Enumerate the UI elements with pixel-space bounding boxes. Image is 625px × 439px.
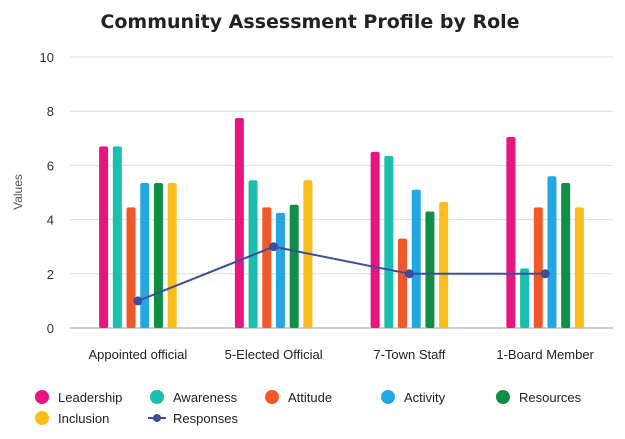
legend-item-leadership[interactable]: Leadership <box>35 390 122 405</box>
legend-item-inclusion[interactable]: Inclusion <box>35 411 109 426</box>
bar-resources <box>153 183 163 328</box>
responses-line-layer <box>133 242 550 306</box>
legend-label: Inclusion <box>58 411 109 426</box>
bar-leadership <box>370 151 380 328</box>
legend-item-activity[interactable]: Activity <box>381 390 446 405</box>
bar-resources <box>289 204 299 328</box>
legend-label: Attitude <box>288 390 332 405</box>
point-responses <box>133 296 143 306</box>
legend-marker <box>150 390 164 404</box>
legend-item-responses[interactable]: Responses <box>148 411 239 426</box>
legend-label: Leadership <box>58 390 122 405</box>
legend-label: Responses <box>173 411 239 426</box>
y-tick-label: 10 <box>40 50 54 65</box>
legend-label: Activity <box>404 390 446 405</box>
x-category-label: 5-Elected Official <box>225 347 323 362</box>
x-category-label: 7-Town Staff <box>373 347 445 362</box>
bar-activity <box>411 189 421 328</box>
legend-marker <box>35 411 49 425</box>
legend-item-awareness[interactable]: Awareness <box>150 390 238 405</box>
legend-marker <box>153 414 161 422</box>
bar-awareness <box>384 155 394 328</box>
bar-awareness <box>112 146 122 328</box>
legend-marker <box>265 390 279 404</box>
bar-inclusion <box>574 207 584 328</box>
legend-item-attitude[interactable]: Attitude <box>265 390 332 405</box>
legend-marker <box>496 390 510 404</box>
bar-inclusion <box>439 201 449 328</box>
legend-label: Resources <box>519 390 582 405</box>
y-tick-label: 6 <box>47 158 54 173</box>
bars <box>99 117 584 328</box>
legend: Leadership Awareness Attitude Activity Resou… <box>35 390 582 426</box>
point-responses <box>269 242 279 252</box>
bar-attitude <box>533 207 543 328</box>
bar-leadership <box>99 146 109 328</box>
x-category-label: 1-Board Member <box>496 347 594 362</box>
bar-resources <box>561 183 571 328</box>
bar-attitude <box>262 207 272 328</box>
y-tick-labels: 0 2 4 6 8 10 <box>40 50 54 336</box>
point-responses <box>404 269 414 279</box>
legend-marker <box>381 390 395 404</box>
bar-leadership <box>234 117 244 328</box>
bar-activity <box>140 183 150 328</box>
y-tick-label: 8 <box>47 104 54 119</box>
point-responses <box>540 269 550 279</box>
bar-inclusion <box>167 183 177 328</box>
line-responses <box>137 245 546 302</box>
bar-attitude <box>126 207 136 328</box>
bar-leadership <box>506 136 516 328</box>
gridlines <box>70 56 613 329</box>
legend-item-resources[interactable]: Resources <box>496 390 582 405</box>
bar-attitude <box>398 238 408 328</box>
x-category-label: Appointed official <box>88 347 187 362</box>
y-tick-label: 0 <box>47 321 54 336</box>
chart-title: Community Assessment Profile by Role <box>100 11 519 33</box>
bar-resources <box>425 211 435 328</box>
legend-marker <box>35 390 49 404</box>
y-tick-label: 4 <box>47 213 54 228</box>
legend-label: Awareness <box>173 390 238 405</box>
y-axis-label: Values <box>11 174 25 210</box>
y-tick-label: 2 <box>47 267 54 282</box>
x-category-labels: Appointed official 5-Elected Official 7-To… <box>88 347 594 362</box>
bar-activity <box>275 212 285 328</box>
bar-awareness <box>520 268 530 328</box>
bar-activity <box>547 176 557 328</box>
